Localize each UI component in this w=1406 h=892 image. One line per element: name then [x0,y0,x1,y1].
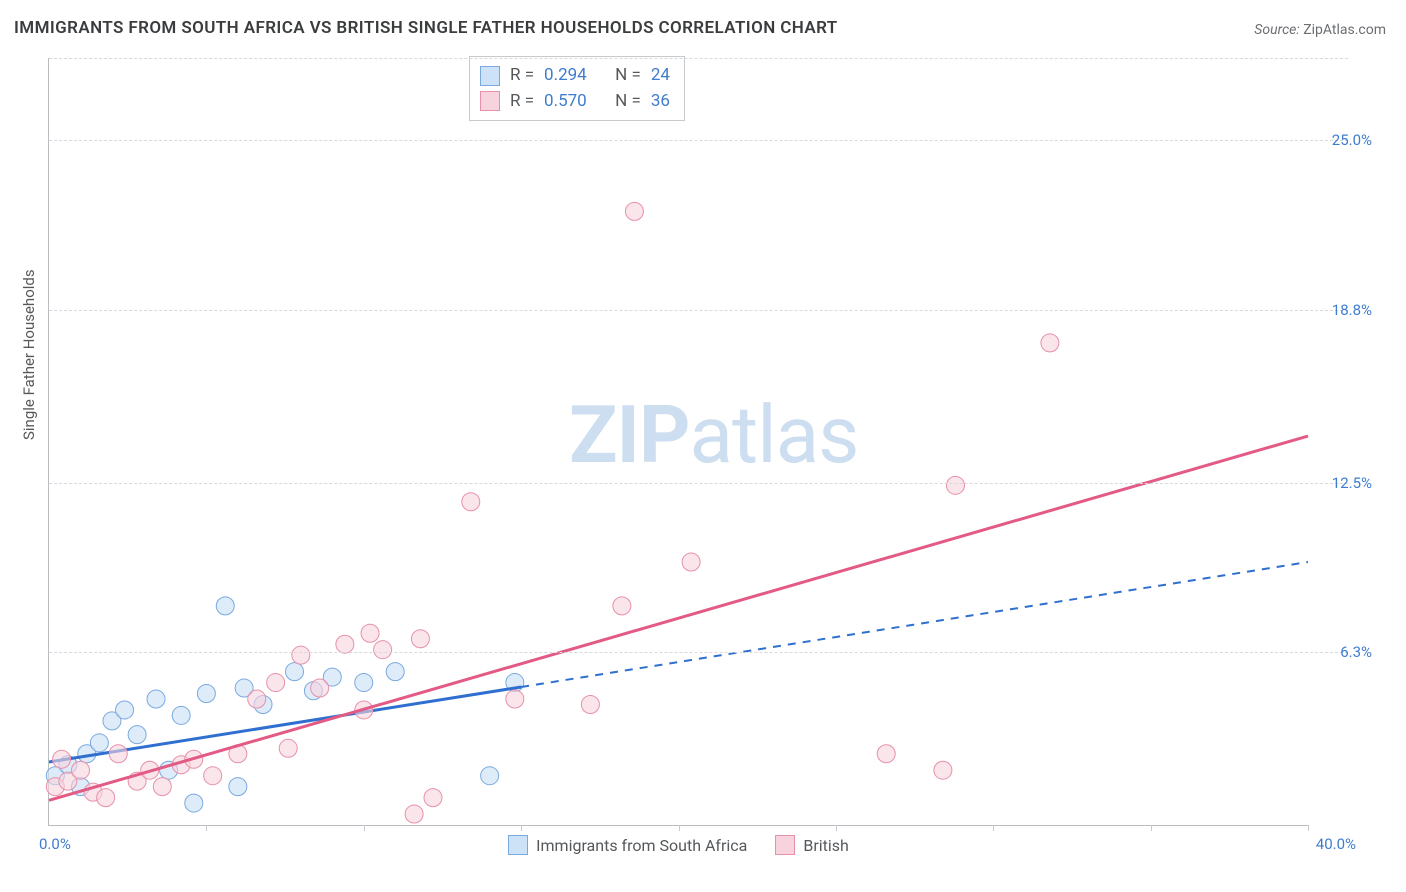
y-tick-label: 25.0% [1332,131,1372,149]
x-tick [993,825,994,831]
data-point [336,635,354,653]
correlation-scatter-chart: IMMIGRANTS FROM SOUTH AFRICA VS BRITISH … [0,0,1406,892]
y-tick-label: 18.8% [1332,301,1372,319]
data-point [934,761,952,779]
source-attribution: Source: ZipAtlas.com [1254,22,1386,38]
data-point [128,726,146,744]
chart-svg [49,58,1308,825]
gridline-h [49,652,1348,653]
trend-line [49,436,1308,800]
legend: Immigrants from South Africa British [49,835,1308,855]
x-axis-end-label: 40.0% [1316,835,1356,853]
x-tick [364,825,365,831]
legend-item-a: Immigrants from South Africa [508,835,747,855]
data-point [355,674,373,692]
data-point [311,679,329,697]
n-value-b: 36 [651,89,670,115]
data-point [386,663,404,681]
r-value-a: 0.294 [544,63,587,89]
x-tick [521,825,522,831]
data-point [153,778,171,796]
source-value: ZipAtlas.com [1303,22,1386,38]
data-point [109,745,127,763]
x-tick [206,825,207,831]
trend-line-extrapolated [521,562,1308,687]
data-point [877,745,895,763]
data-point [506,690,524,708]
legend-swatch-b [775,835,795,855]
data-point [946,476,964,494]
data-point [374,641,392,659]
data-point [172,706,190,724]
correlation-stats-box: R = 0.294 N = 24 R = 0.570 N = 36 [469,56,685,121]
data-point [286,663,304,681]
data-point [279,739,297,757]
x-tick [836,825,837,831]
data-point [462,493,480,511]
x-tick [1151,825,1152,831]
data-point [292,646,310,664]
r-value-b: 0.570 [544,89,587,115]
gridline-h [49,140,1348,141]
x-tick [1308,825,1309,831]
y-axis-label: Single Father Households [20,269,38,440]
x-tick [679,825,680,831]
chart-title: IMMIGRANTS FROM SOUTH AFRICA VS BRITISH … [14,18,838,38]
n-value-a: 24 [651,63,670,89]
data-point [204,767,222,785]
data-point [116,701,134,719]
swatch-series-a [480,66,500,86]
data-point [229,778,247,796]
plot-area: ZIPatlas R = 0.294 N = 24 R = 0.570 N = … [48,58,1308,826]
data-point [481,767,499,785]
data-point [90,734,108,752]
legend-item-b: British [775,835,848,855]
r-label-b: R = [510,89,534,115]
data-point [405,805,423,823]
stats-row-series-a: R = 0.294 N = 24 [480,63,670,89]
legend-label-b: British [803,836,848,855]
data-point [613,597,631,615]
source-label: Source: [1254,22,1299,38]
data-point [682,553,700,571]
data-point [424,789,442,807]
n-label-a: N = [615,63,641,89]
y-tick-label: 12.5% [1332,474,1372,492]
data-point [147,690,165,708]
data-point [185,794,203,812]
stats-row-series-b: R = 0.570 N = 36 [480,89,670,115]
gridline-h [49,310,1348,311]
data-point [53,750,71,768]
data-point [216,597,234,615]
data-point [97,789,115,807]
gridline-h-top [49,58,1348,59]
data-point [248,690,266,708]
data-point [581,695,599,713]
data-point [361,624,379,642]
y-tick-label: 6.3% [1340,643,1372,661]
data-point [625,202,643,220]
data-point [267,674,285,692]
swatch-series-b [480,91,500,111]
r-label-a: R = [510,63,534,89]
data-point [71,761,89,779]
legend-label-a: Immigrants from South Africa [536,836,747,855]
n-label-b: N = [615,89,641,115]
data-point [197,685,215,703]
data-point [1041,334,1059,352]
legend-swatch-a [508,835,528,855]
data-point [411,630,429,648]
gridline-h [49,483,1348,484]
